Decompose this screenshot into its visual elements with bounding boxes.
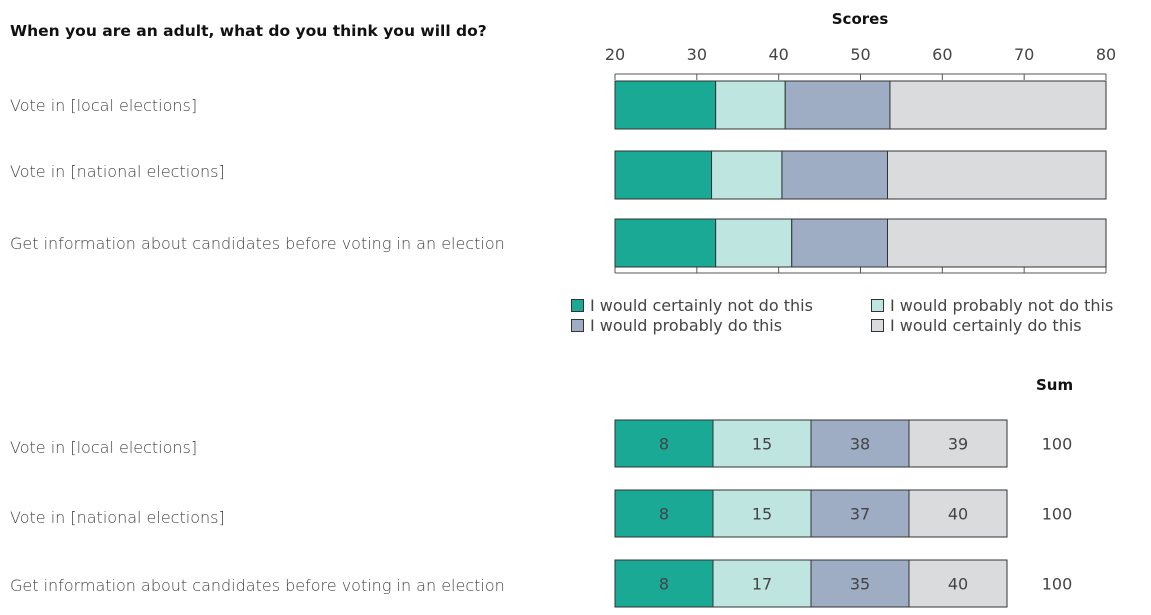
table-cell-probably_not: [712, 489, 812, 538]
x-tick-label: 80: [1096, 45, 1116, 64]
legend-item-certainly-not: I would certainly not do this: [571, 296, 813, 315]
x-tick-label: 50: [850, 45, 870, 64]
table-cell-probably_not: [712, 419, 812, 468]
table-cell-certainly_not: [614, 419, 714, 468]
bar-segment-probably_not: [715, 80, 786, 130]
bar-segment-probably_not: [715, 218, 793, 268]
x-tick-label: 30: [687, 45, 707, 64]
table-cell-value: 39: [948, 435, 968, 454]
table-cell-value: 15: [752, 505, 772, 524]
table-cell-certainly: [908, 559, 1008, 608]
x-tick-label: 20: [605, 45, 625, 64]
table-cell-probably: [810, 559, 910, 608]
legend-swatch: [571, 319, 584, 332]
table-cell-value: 15: [752, 435, 772, 454]
bar-segment-certainly: [887, 150, 1107, 200]
legend-label: I would certainly do this: [890, 316, 1082, 335]
table-cell-value: 35: [850, 575, 870, 594]
category-label-top-2: Vote in [national elections]: [10, 162, 225, 181]
table-cell-value: 37: [850, 505, 870, 524]
legend-swatch: [871, 299, 884, 312]
bar-group: [614, 80, 1107, 268]
category-label-top-1: Vote in [local elections]: [10, 96, 198, 115]
category-label-table-1: Vote in [local elections]: [10, 438, 198, 457]
sum-value: 100: [1042, 435, 1073, 454]
table-cell-certainly_not: [614, 489, 714, 538]
bar-segment-certainly_not: [614, 218, 717, 268]
sum-value: 100: [1042, 505, 1073, 524]
table-cell-value: 40: [948, 505, 968, 524]
legend-item-probably-not: I would probably not do this: [871, 296, 1113, 315]
category-label-table-2: Vote in [national elections]: [10, 508, 225, 527]
bar-segment-certainly: [889, 80, 1107, 130]
table-cell-value: 38: [850, 435, 870, 454]
stacked-score-chart: Scores 20 30 40 50 60 70 80: [605, 10, 1116, 274]
table-cell-certainly: [908, 419, 1008, 468]
legend-swatch: [571, 299, 584, 312]
bar-segment-probably: [781, 150, 889, 200]
sum-value: 100: [1042, 575, 1073, 594]
legend-item-probably: I would probably do this: [571, 316, 782, 335]
table-cell-value: 17: [752, 575, 772, 594]
bar-segment-certainly_not: [614, 80, 717, 130]
sum-column-title: Sum: [1036, 376, 1074, 394]
table-cell-value: 40: [948, 575, 968, 594]
legend-label: I would certainly not do this: [590, 296, 813, 315]
bar-segment-certainly_not: [614, 150, 713, 200]
table-cell-certainly_not: [614, 559, 714, 608]
x-tick-label: 40: [768, 45, 788, 64]
legend-item-certainly: I would certainly do this: [871, 316, 1082, 335]
question-title: When you are an adult, what do you think…: [10, 22, 487, 40]
legend-swatch: [871, 319, 884, 332]
category-label-top-3: Get information about candidates before …: [10, 234, 505, 253]
bar-segment-probably: [791, 218, 889, 268]
x-axis-title: Scores: [832, 10, 889, 28]
legend-label: I would probably do this: [590, 316, 783, 335]
x-tick-label: 70: [1014, 45, 1034, 64]
bar-segment-probably: [784, 80, 891, 130]
bar-segment-probably_not: [711, 150, 783, 200]
table-cell-certainly: [908, 489, 1008, 538]
table-cells: 8 15 38 39 100 8 15 37 40 100 8 17 35 40 100: [614, 419, 1073, 608]
x-tick-label: 60: [932, 45, 952, 64]
table-cell-value: 8: [659, 435, 669, 454]
legend-label: I would probably not do this: [890, 296, 1114, 315]
category-label-table-3: Get information about candidates before …: [10, 576, 505, 595]
table-cell-value: 8: [659, 505, 669, 524]
table-cell-value: 8: [659, 575, 669, 594]
x-axis: 20 30 40 50 60 70 80: [605, 45, 1116, 274]
bar-segment-certainly: [887, 218, 1107, 268]
percentage-table: 8 15 38 39 100 8 15 37 40 100 8 17 35 40 100: [614, 419, 1073, 608]
